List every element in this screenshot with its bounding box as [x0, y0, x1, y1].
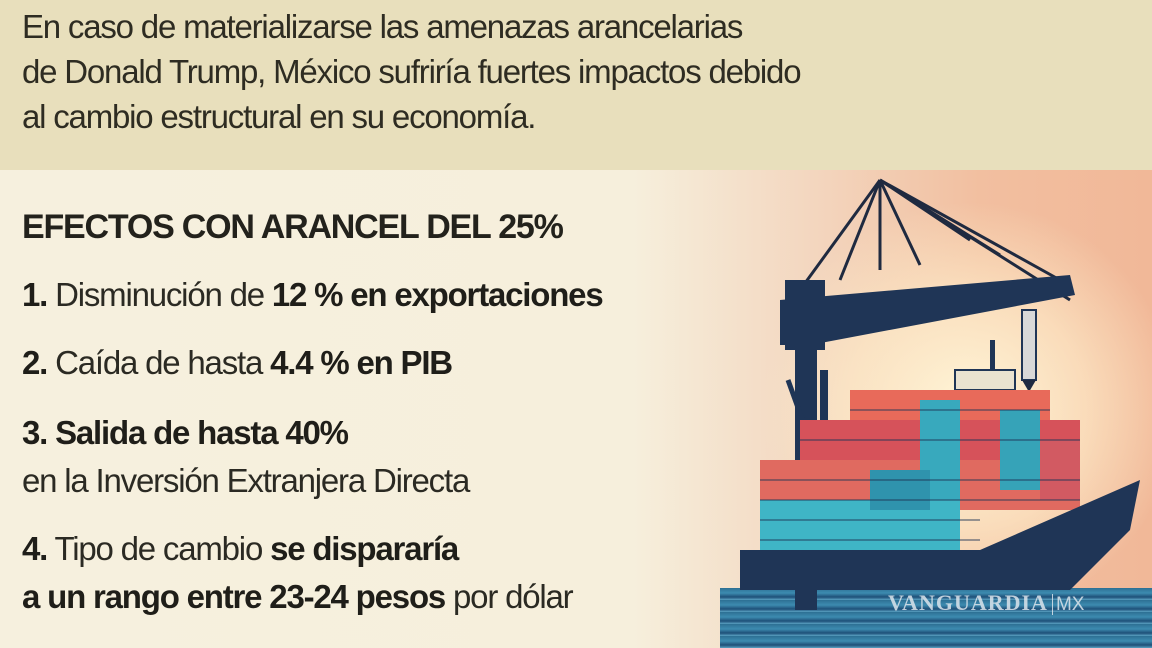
item-text: Disminución de: [55, 276, 272, 313]
item-number: 4.: [22, 530, 48, 567]
item-number: 3.: [22, 414, 48, 451]
item-text: por dólar: [445, 578, 574, 615]
effect-item-3-line2: en la Inversión Extranjera Directa: [22, 462, 470, 499]
item-text: Caída de hasta: [55, 344, 271, 381]
item-text: Tipo de cambio: [54, 530, 271, 567]
intro-line: de Donald Trump, México sufriría fuertes…: [22, 53, 802, 90]
intro-band: En caso de materializarse las amenazas a…: [0, 0, 1152, 170]
effect-item-3: 3. Salida de hasta 40%: [22, 414, 349, 452]
cargo-ship-crane-icon: [740, 178, 1140, 610]
intro-line: En caso de materializarse las amenazas a…: [22, 8, 743, 45]
watermark-suffix: MX: [1051, 594, 1085, 615]
item-bold: Salida de hasta 40%: [55, 414, 349, 451]
intro-line: al cambio estructural en su economía.: [22, 98, 536, 135]
item-bold: a un rango entre 23-24 pesos: [22, 578, 446, 615]
effects-heading: EFECTOS CON ARANCEL DEL 25%: [22, 208, 564, 246]
intro-text: En caso de materializarse las amenazas a…: [22, 4, 802, 139]
item-number: 1.: [22, 276, 48, 313]
vanguardia-watermark: VANGUARDIA MX: [888, 590, 1085, 616]
item-number: 2.: [22, 344, 48, 381]
item-bold: 12 % en exportaciones: [271, 276, 604, 313]
item-bold: se dispararía: [270, 530, 459, 567]
effect-item-4: 4. Tipo de cambio se dispararía: [22, 530, 459, 568]
effect-item-1: 1. Disminución de 12 % en exportaciones: [22, 276, 604, 314]
effect-item-4-line2: a un rango entre 23-24 pesos por dólar: [22, 578, 574, 616]
watermark-brand: VANGUARDIA: [888, 590, 1048, 615]
effect-item-2: 2. Caída de hasta 4.4 % en PIB: [22, 344, 453, 382]
item-bold: 4.4 % en PIB: [270, 344, 453, 381]
sea-water: [720, 588, 1152, 648]
